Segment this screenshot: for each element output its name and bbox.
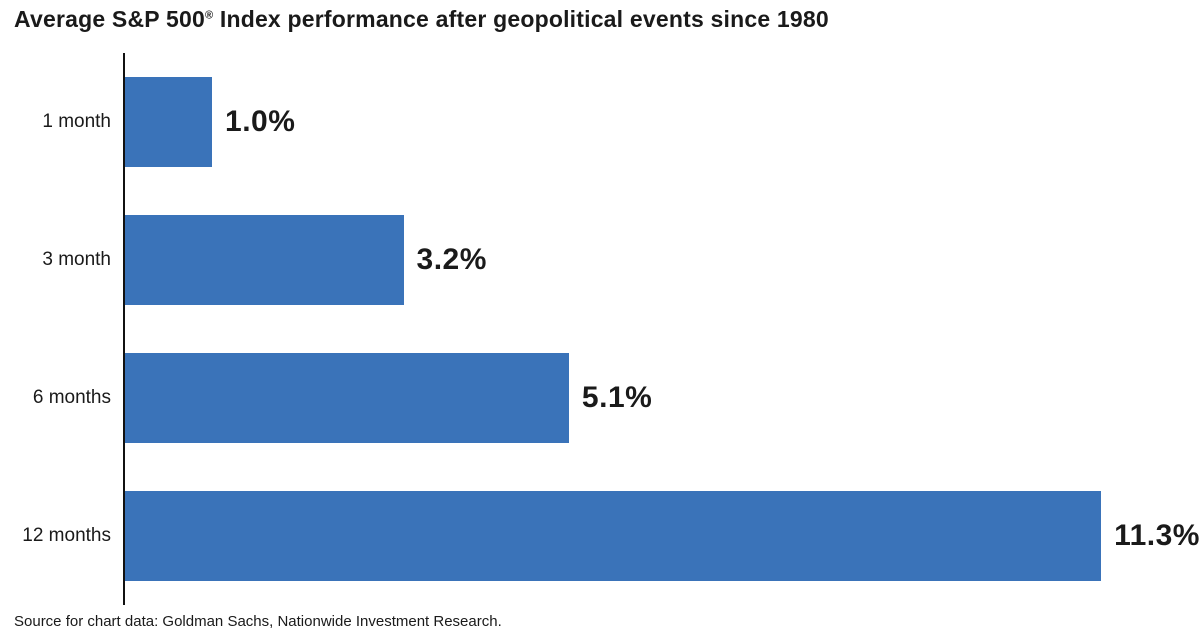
bar-row: 12 months 11.3%: [0, 467, 1200, 605]
bar-value-label: 11.3%: [1114, 519, 1200, 552]
category-label: 12 months: [22, 525, 111, 546]
bar: [125, 215, 404, 305]
chart-title-text: Average S&P 500: [14, 6, 205, 32]
chart-title: Average S&P 500® Index performance after…: [14, 6, 829, 33]
bar: [125, 491, 1102, 581]
bar-track: 1.0%: [123, 53, 1200, 191]
bar-rows: 1 month 1.0% 3 month 3.2% 6 months 5.1% 12 mon…: [0, 53, 1200, 605]
bar-track: 3.2%: [123, 191, 1200, 329]
registered-trademark-symbol: ®: [204, 9, 214, 22]
y-axis-line: [123, 53, 125, 605]
bar-value-label: 1.0%: [225, 105, 296, 138]
category-label: 1 month: [42, 111, 111, 132]
bar: [125, 77, 213, 167]
bar-value-label: 5.1%: [581, 381, 653, 414]
chart-title-text-cont: Index performance after geopolitical eve…: [213, 6, 829, 32]
plot-area: 1 month 1.0% 3 month 3.2% 6 months 5.1% 12 mon…: [0, 53, 1200, 605]
bar-value-label: 3.2%: [416, 243, 487, 276]
category-label: 3 month: [42, 249, 111, 270]
bar: [125, 353, 569, 443]
source-note: Source for chart data: Goldman Sachs, Na…: [14, 613, 502, 630]
bar-row: 6 months 5.1%: [0, 329, 1200, 467]
bar-track: 5.1%: [123, 329, 1200, 467]
bar-row: 1 month 1.0%: [0, 53, 1200, 191]
category-label: 6 months: [32, 387, 111, 408]
bar-row: 3 month 3.2%: [0, 191, 1200, 329]
bar-track: 11.3%: [123, 467, 1200, 605]
